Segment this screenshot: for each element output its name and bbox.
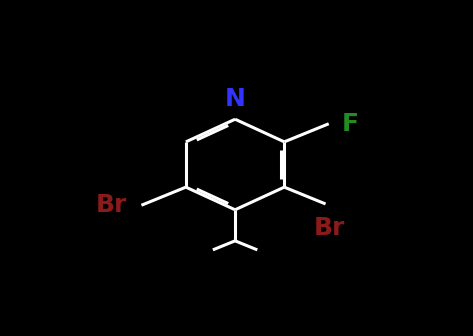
- Text: Br: Br: [314, 216, 345, 240]
- Text: F: F: [342, 112, 359, 136]
- Text: Br: Br: [96, 193, 127, 217]
- Text: N: N: [225, 87, 245, 112]
